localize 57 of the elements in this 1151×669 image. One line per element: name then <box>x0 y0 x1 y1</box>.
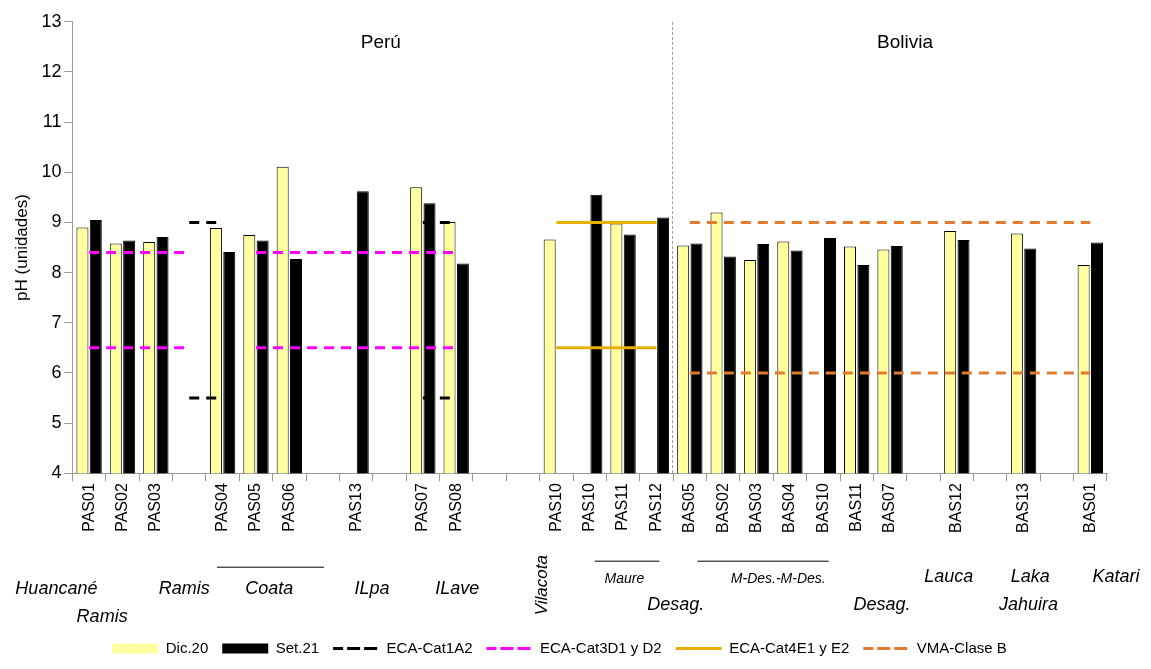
x-tick-label: BAS11 <box>847 483 865 532</box>
legend-label: Set.21 <box>275 638 320 656</box>
x-tick-label: BAS13 <box>1013 483 1031 533</box>
x-tick-label: PAS04 <box>213 483 231 532</box>
text: Ramis <box>158 578 210 599</box>
y-tick-label: 4 <box>51 462 62 483</box>
text: ILave <box>435 578 480 599</box>
y-tick-label: 6 <box>51 361 62 382</box>
text: Lauca <box>924 566 974 587</box>
x-tick-label: PAS06 <box>279 483 297 532</box>
text: M-Des.-M-Des. <box>730 570 826 587</box>
y-tick-label: 12 <box>41 60 62 81</box>
y-tick-label: 8 <box>51 261 62 282</box>
y-tick-label: 10 <box>41 161 62 182</box>
x-tick-label: PAS07 <box>413 483 431 532</box>
x-tick-label: BAS03 <box>746 483 764 533</box>
legend-label: ECA-Cat1A2 <box>386 638 473 656</box>
legend-label: Dic.20 <box>165 638 209 656</box>
x-tick-label: BAS10 <box>813 483 831 533</box>
x-tick-label: PAS02 <box>112 483 130 532</box>
text: Laka <box>1010 566 1050 587</box>
text: Huancané <box>15 578 98 599</box>
legend-label: VMA-Clase B <box>916 638 1007 656</box>
text: Maure <box>604 570 645 587</box>
x-tick-label: BAS12 <box>947 483 965 533</box>
y-tick-label: 9 <box>51 211 62 232</box>
x-tick-label: PAS05 <box>246 483 264 532</box>
annotation: Perú <box>360 31 401 53</box>
text: Coata <box>245 578 294 599</box>
x-tick-label: PAS10 <box>580 483 598 532</box>
annotation: Bolivia <box>877 31 934 53</box>
x-tick-label: PAS11 <box>613 483 631 531</box>
text: Desag. <box>853 594 911 615</box>
text: ILpa <box>354 578 390 599</box>
x-tick-label: BAS04 <box>780 483 798 533</box>
x-tick-label: PAS08 <box>446 483 464 532</box>
x-tick-label: BAS02 <box>713 483 731 533</box>
y-tick-label: 7 <box>51 311 62 332</box>
text: Vilacota <box>532 555 552 616</box>
y-tick-label: 5 <box>51 412 62 432</box>
x-tick-label: BAS05 <box>680 483 698 533</box>
y-axis-title: pH (unidades) <box>11 194 31 301</box>
x-tick-label: PAS01 <box>79 483 97 532</box>
text: Desag. <box>647 594 705 615</box>
text: Katari <box>1092 566 1141 587</box>
x-tick-label: BAS01 <box>1080 483 1098 533</box>
x-tick-label: PAS10 <box>546 483 564 532</box>
y-tick-label: 11 <box>42 111 62 132</box>
text: Jahuira <box>998 594 1059 615</box>
legend-label: ECA-Cat3D1 y D2 <box>539 638 662 656</box>
x-tick-label: BAS07 <box>880 483 898 533</box>
x-tick-label: PAS13 <box>346 483 364 532</box>
legend-label: ECA-Cat4E1 y E2 <box>729 638 850 656</box>
text: Ramis <box>76 606 128 627</box>
x-tick-label: PAS03 <box>146 483 164 532</box>
y-tick-label: 13 <box>41 10 62 31</box>
x-tick-label: PAS12 <box>646 483 664 532</box>
